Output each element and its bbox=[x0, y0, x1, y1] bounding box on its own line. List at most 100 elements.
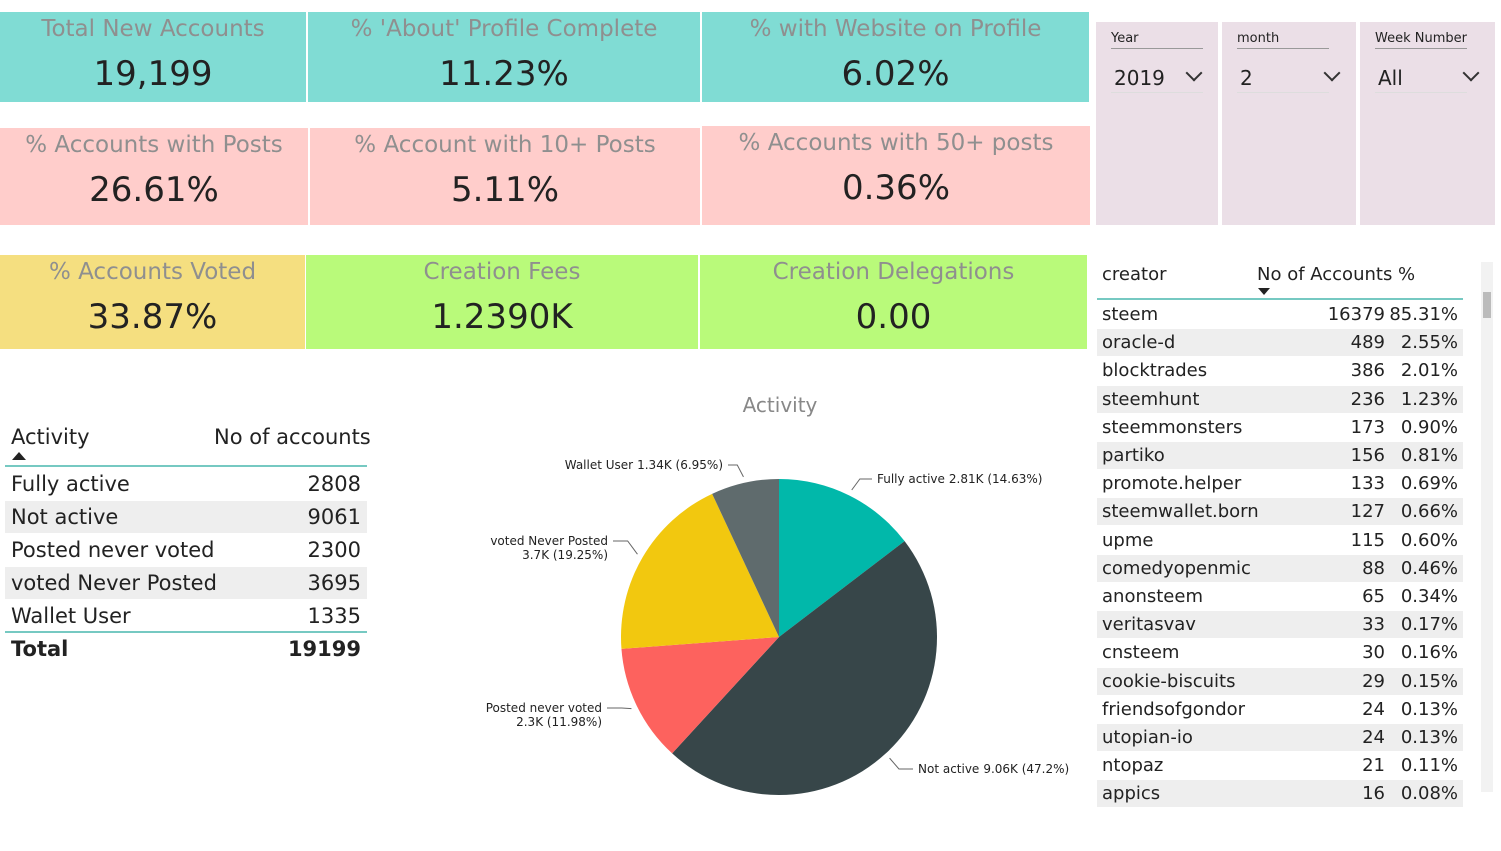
label-value: 1.34K (6.95%) bbox=[637, 458, 723, 472]
kpi-card: % 'About' Profile Complete 11.23% bbox=[308, 12, 700, 102]
slicer-value[interactable]: 2019 bbox=[1114, 66, 1165, 90]
cell: Posted never voted bbox=[11, 538, 215, 562]
cell: 386 bbox=[1350, 360, 1385, 382]
cell: 65 bbox=[1362, 586, 1385, 607]
cell: 489 bbox=[1350, 332, 1385, 354]
slicer-label: Year bbox=[1111, 31, 1203, 49]
cell: promote.helper bbox=[1102, 473, 1242, 495]
scrollbar[interactable] bbox=[1481, 262, 1493, 792]
cell: 0.11% bbox=[1400, 755, 1458, 777]
data-label: voted Never Posted 3.7K (19.25%) bbox=[490, 534, 608, 562]
cell: steemmonsters bbox=[1102, 416, 1243, 438]
card-value: 33.87% bbox=[87, 297, 218, 337]
cell: 3695 bbox=[307, 571, 361, 595]
cell: blocktrades bbox=[1102, 360, 1208, 382]
cell: 0.08% bbox=[1400, 783, 1458, 805]
cell: 88 bbox=[1362, 557, 1385, 579]
cell: 85.31% bbox=[1389, 304, 1458, 325]
cell: appics bbox=[1102, 783, 1161, 805]
row-shade bbox=[1097, 498, 1463, 526]
kpi-card: Total New Accounts 19,199 bbox=[0, 12, 306, 102]
cell: steemwallet.born bbox=[1102, 501, 1259, 523]
slicer-value[interactable]: 2 bbox=[1240, 66, 1253, 90]
cell: cnsteem bbox=[1102, 642, 1180, 664]
dropdown-chevron[interactable] bbox=[1462, 64, 1480, 82]
cell: 0.69% bbox=[1400, 473, 1458, 495]
pie-slice bbox=[621, 493, 779, 649]
leader-line bbox=[728, 464, 744, 478]
cell: 0.46% bbox=[1400, 557, 1458, 579]
header-cell: Activity bbox=[11, 425, 90, 449]
cell: 127 bbox=[1350, 501, 1385, 523]
row-shade bbox=[1097, 554, 1463, 582]
cell: Not active bbox=[11, 505, 119, 529]
dropdown-chevron[interactable] bbox=[1185, 64, 1203, 82]
cell: 9061 bbox=[307, 505, 361, 529]
card-label: % 'About' Profile Complete bbox=[350, 16, 658, 42]
cell: 33 bbox=[1362, 614, 1385, 636]
card-value: 0.36% bbox=[841, 168, 950, 208]
slicer: Year 2019 bbox=[1096, 22, 1218, 225]
card-value: 1.2390K bbox=[431, 297, 573, 337]
row-shade bbox=[1097, 329, 1463, 357]
label-value: 9.06K (47.2%) bbox=[983, 762, 1069, 776]
cell: partiko bbox=[1102, 445, 1165, 466]
slicer: Week Number All bbox=[1360, 22, 1495, 225]
card-value: 0.00 bbox=[855, 297, 932, 337]
pie-slice bbox=[712, 479, 779, 637]
dropdown-chevron[interactable] bbox=[1323, 64, 1341, 82]
header-rule bbox=[1097, 298, 1463, 300]
cell: 2.55% bbox=[1400, 332, 1458, 354]
leader-line bbox=[607, 707, 632, 710]
slicer-label: Week Number bbox=[1375, 31, 1467, 49]
cell: 115 bbox=[1350, 529, 1385, 551]
cell: comedyopenmic bbox=[1102, 557, 1251, 579]
leader-line bbox=[889, 757, 913, 770]
label-category: Wallet User bbox=[565, 458, 633, 472]
card-value: 19,199 bbox=[93, 54, 213, 94]
cell: 236 bbox=[1350, 388, 1385, 410]
cell: 0.90% bbox=[1400, 416, 1458, 438]
kpi-card: % Account with 10+ Posts 5.11% bbox=[310, 128, 700, 225]
label-value: 2.81K (14.63%) bbox=[949, 472, 1043, 486]
cell: veritasvav bbox=[1102, 614, 1196, 636]
card-label: % Accounts with 50+ posts bbox=[738, 130, 1054, 156]
label-value: 3.7K (19.25%) bbox=[522, 548, 608, 562]
label-value: 2.3K (11.98%) bbox=[516, 715, 602, 729]
card-value: 6.02% bbox=[841, 54, 950, 94]
cell: Fully active bbox=[11, 472, 130, 496]
leader-line bbox=[851, 478, 872, 491]
data-label: Not active 9.06K (47.2%) bbox=[918, 762, 1069, 776]
cell: 1335 bbox=[307, 604, 361, 628]
scroll-thumb[interactable] bbox=[1483, 292, 1491, 318]
row-shade bbox=[1097, 611, 1463, 639]
data-label: Fully active 2.81K (14.63%) bbox=[877, 472, 1042, 486]
cell: anonsteem bbox=[1102, 586, 1203, 607]
slicer: month 2 bbox=[1222, 22, 1356, 225]
cell: 0.60% bbox=[1400, 529, 1458, 551]
cell: steem bbox=[1102, 304, 1159, 325]
label-category: Fully active bbox=[877, 472, 945, 486]
card-value: 5.11% bbox=[450, 170, 559, 210]
kpi-card: % Accounts Voted 33.87% bbox=[0, 255, 305, 349]
card-label: Creation Delegations bbox=[772, 259, 1015, 285]
cell: 2.01% bbox=[1400, 360, 1458, 382]
card-label: % Account with 10+ Posts bbox=[354, 132, 656, 158]
row-shade bbox=[1097, 780, 1463, 808]
slicer-value[interactable]: All bbox=[1378, 66, 1403, 90]
pie-chart: Activity Fully active 2.81K (14.63%) Not a… bbox=[486, 393, 1069, 796]
sort-arrow bbox=[12, 452, 26, 460]
cell: voted Never Posted bbox=[11, 571, 217, 595]
card-label: % Accounts Voted bbox=[48, 259, 257, 285]
chart-title: Activity bbox=[743, 393, 818, 417]
card-label: % Accounts with Posts bbox=[25, 132, 283, 158]
cell: 0.15% bbox=[1400, 670, 1458, 692]
label-category: Not active bbox=[918, 762, 979, 776]
total-cell: Total bbox=[11, 637, 69, 661]
pie-slice bbox=[672, 541, 938, 796]
slicer-underline bbox=[1237, 92, 1329, 93]
kpi-card: % Accounts with Posts 26.61% bbox=[0, 128, 308, 225]
row-shade bbox=[1097, 385, 1463, 413]
pie-slice bbox=[621, 637, 779, 754]
cell: 24 bbox=[1362, 698, 1385, 720]
